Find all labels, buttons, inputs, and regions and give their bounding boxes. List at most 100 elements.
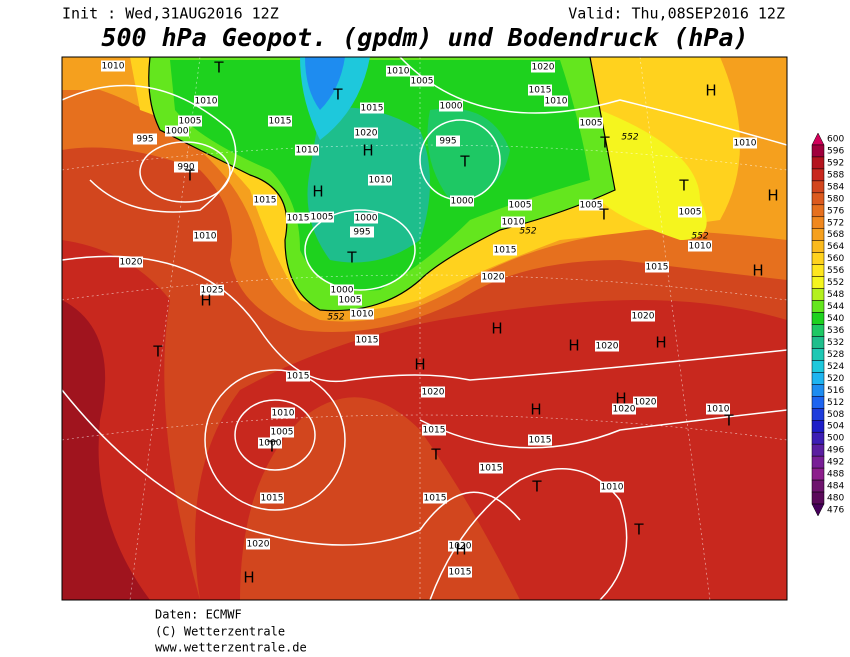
colorbar-label: 512 <box>827 398 844 408</box>
isobar-label-box <box>493 244 517 256</box>
isobar-label: 1015 <box>480 464 503 474</box>
colorbar-cell <box>811 216 825 229</box>
isobar-label-box <box>423 492 447 504</box>
isobar-label-box <box>246 538 270 550</box>
isobar-label-box <box>194 95 218 107</box>
pressure-center: H <box>655 334 666 352</box>
colorbar-cell <box>811 503 825 517</box>
isobar-label: 1010 <box>296 146 319 156</box>
isobar-label: 1020 <box>449 542 472 552</box>
isobar-label: 1015 <box>646 263 669 273</box>
geopotential-label: 552 <box>691 232 708 242</box>
isobar-label: 1005 <box>271 428 294 438</box>
pressure-center: T <box>430 446 441 464</box>
isobar-label: 1015 <box>449 568 472 578</box>
geopotential-label: 552 <box>621 133 638 143</box>
isobar-label: 1015 <box>361 104 384 114</box>
isobar-label-box <box>338 294 362 306</box>
isobar-label-box <box>508 199 532 211</box>
isobar-label-box <box>295 144 319 156</box>
colorbar-label: 584 <box>827 182 844 192</box>
isobar-label-box <box>688 240 712 252</box>
isobar-label-box <box>350 308 374 320</box>
pressure-center: H <box>767 187 778 205</box>
colorbar-cell <box>811 156 825 170</box>
isobar-label-box <box>360 102 384 114</box>
isobar-label-box <box>706 403 730 415</box>
colorbar-label: 484 <box>827 482 844 492</box>
colorbar-label: 548 <box>827 290 844 300</box>
colorbar-cell <box>811 408 825 421</box>
isobar-label-box <box>119 256 143 268</box>
colorbar-cell <box>811 240 825 253</box>
isobar-label: 1020 <box>634 398 657 408</box>
isobar-label: 1015 <box>287 372 310 382</box>
colorbar-label: 508 <box>827 410 844 420</box>
isobar-label-box <box>422 424 446 436</box>
pressure-center: T <box>459 153 470 171</box>
isobar-label: 1020 <box>532 63 555 73</box>
pressure-center: H <box>312 183 323 201</box>
colorbar-label: 488 <box>827 470 844 480</box>
isobar-label: 1015 <box>423 426 446 436</box>
isobar-label-box <box>410 75 434 87</box>
isobar-label: 1005 <box>411 77 434 87</box>
pressure-center: T <box>633 521 644 539</box>
colorbar-label: 568 <box>827 230 844 240</box>
colorbar-cell <box>811 168 825 182</box>
footer-url: www.wetterzentrale.de <box>155 641 307 655</box>
isobar-label: 1010 <box>601 483 624 493</box>
isobar-label-box <box>354 127 378 139</box>
isobar-label: 1015 <box>494 246 517 256</box>
pressure-center: T <box>346 249 357 267</box>
colorbar-cell <box>811 420 825 433</box>
colorbar-label: 572 <box>827 218 844 228</box>
isobar-label: 1010 <box>369 176 392 186</box>
isobar-label-box <box>253 194 277 206</box>
isobar-label-box <box>354 212 378 224</box>
isobar-label: 1015 <box>529 86 552 96</box>
colorbar-label: 556 <box>827 266 844 276</box>
isobar-label-box <box>531 61 555 73</box>
isobar-label: 1010 <box>351 310 374 320</box>
isobar-label-box <box>368 174 392 186</box>
colorbar-cell <box>811 384 825 397</box>
isobar-label: 995 <box>439 137 456 147</box>
isobar-label: 1020 <box>632 312 655 322</box>
isobar-label: 1000 <box>166 127 189 137</box>
map-title: 500 hPa Geopot. (gpdm) und Bodendruck (h… <box>101 23 748 52</box>
isobar-label: 1010 <box>707 405 730 415</box>
footer-source: Daten: ECMWF <box>155 608 242 622</box>
init-time: Init : Wed,31AUG2016 12Z <box>62 5 279 23</box>
colorbar-cell <box>811 132 825 146</box>
colorbar-cell <box>811 144 825 158</box>
isobar-label: 1020 <box>482 273 505 283</box>
isobar-label-box <box>479 462 503 474</box>
isobar-label: 1015 <box>261 494 284 504</box>
isobar-label: 1015 <box>424 494 447 504</box>
colorbar-label: 528 <box>827 350 844 360</box>
colorbar-cell <box>811 372 825 385</box>
colorbar-label: 552 <box>827 278 844 288</box>
colorbar-cell <box>811 312 825 325</box>
colorbar-label: 588 <box>827 170 844 180</box>
isobar-label: 1010 <box>102 62 125 72</box>
isobar-label-box <box>481 271 505 283</box>
isobar-label-box <box>310 211 334 223</box>
isobar-label: 1005 <box>580 119 603 129</box>
isobar-label: 1025 <box>201 286 224 296</box>
isobar-label-box <box>165 125 189 137</box>
pressure-center: T <box>599 134 610 152</box>
pressure-center: H <box>455 541 466 559</box>
pressure-center: T <box>332 86 343 104</box>
colorbar-label: 540 <box>827 314 844 324</box>
isobar-label-box <box>439 100 463 112</box>
isobar-label: 1010 <box>734 139 757 149</box>
isobar-label: 1010 <box>195 97 218 107</box>
colorbar-label: 596 <box>827 146 844 156</box>
isobar-label-box <box>579 199 603 211</box>
colorbar-label: 520 <box>827 374 844 384</box>
isobar-label: 1005 <box>179 117 202 127</box>
colorbar-label: 544 <box>827 302 844 312</box>
